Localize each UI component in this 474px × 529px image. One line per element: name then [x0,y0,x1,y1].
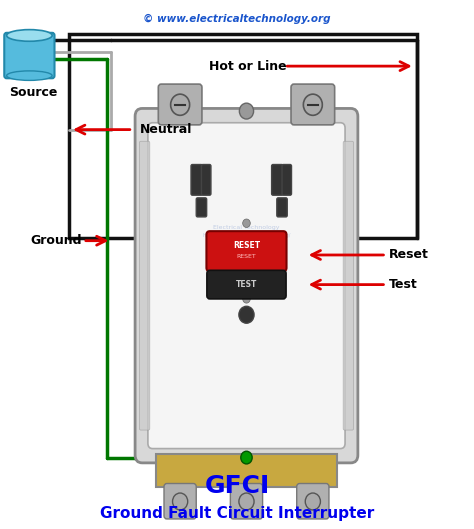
FancyBboxPatch shape [277,198,287,217]
Text: Electrical Technology: Electrical Technology [213,225,280,230]
Circle shape [173,493,188,510]
Text: Hot or Line: Hot or Line [209,60,287,72]
Circle shape [243,219,250,227]
Text: http://www.electricaltechnology.org/: http://www.electricaltechnology.org/ [202,233,291,238]
FancyBboxPatch shape [139,141,150,430]
FancyBboxPatch shape [343,141,354,430]
FancyBboxPatch shape [196,198,207,217]
Circle shape [305,493,320,510]
Circle shape [239,493,254,510]
FancyBboxPatch shape [148,123,345,449]
Text: Ground: Ground [31,234,82,247]
Text: TEST: TEST [236,280,257,289]
Text: RESET: RESET [233,241,260,251]
FancyBboxPatch shape [156,454,337,487]
Text: Source: Source [9,86,57,98]
Circle shape [239,306,254,323]
FancyBboxPatch shape [191,165,202,195]
Circle shape [303,94,322,115]
Text: RESET: RESET [237,254,256,259]
Text: Reset: Reset [389,249,428,261]
Text: Test: Test [389,278,418,291]
Ellipse shape [7,30,52,41]
FancyBboxPatch shape [207,270,286,299]
FancyBboxPatch shape [158,84,202,125]
FancyBboxPatch shape [230,484,263,519]
FancyBboxPatch shape [4,33,55,78]
FancyBboxPatch shape [206,231,286,271]
FancyBboxPatch shape [164,484,196,519]
FancyBboxPatch shape [272,165,283,195]
FancyBboxPatch shape [135,108,358,463]
FancyBboxPatch shape [282,165,292,195]
Circle shape [243,295,250,303]
FancyBboxPatch shape [297,484,329,519]
Circle shape [171,94,190,115]
Bar [69,34,417,238]
Text: Ground Fault Circuit Interrupter: Ground Fault Circuit Interrupter [100,506,374,521]
Text: Neutral: Neutral [140,123,192,136]
Ellipse shape [7,71,52,80]
Text: © www.electricaltechnology.org: © www.electricaltechnology.org [143,13,331,24]
FancyBboxPatch shape [201,165,211,195]
Circle shape [239,103,254,119]
FancyBboxPatch shape [291,84,335,125]
Text: GFCI: GFCI [204,473,270,498]
Circle shape [241,451,252,464]
